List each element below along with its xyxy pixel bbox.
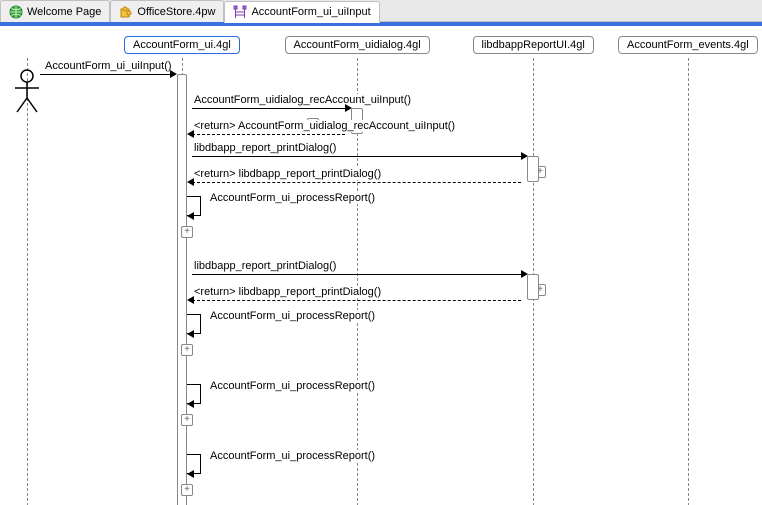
message-label: AccountForm_ui_processReport() bbox=[209, 310, 376, 322]
lifeline bbox=[27, 58, 28, 505]
expand-icon[interactable]: + bbox=[181, 414, 193, 426]
participant-box[interactable]: libdbappReportUI.4gl bbox=[473, 36, 594, 54]
message-arrow bbox=[192, 300, 521, 301]
message-arrow bbox=[192, 274, 521, 275]
activation-bar bbox=[527, 156, 539, 182]
message-label: <return> libdbapp_report_printDialog() bbox=[193, 286, 382, 298]
expand-icon[interactable]: + bbox=[181, 226, 193, 238]
globe-icon bbox=[9, 5, 23, 19]
participant-box[interactable]: AccountForm_events.4gl bbox=[618, 36, 758, 54]
participant-box[interactable]: AccountForm_ui.4gl bbox=[124, 36, 240, 54]
tab-label: Welcome Page bbox=[27, 6, 101, 18]
tabs-bar: Welcome Page OfficeStore.4pw AccountForm… bbox=[0, 0, 762, 22]
tab-officestore[interactable]: OfficeStore.4pw bbox=[110, 0, 224, 22]
arrowhead-icon bbox=[170, 70, 177, 78]
arrowhead-icon bbox=[187, 470, 194, 478]
actor-icon bbox=[12, 68, 42, 114]
activation-bar bbox=[527, 274, 539, 300]
participant-box[interactable]: AccountForm_uidialog.4gl bbox=[285, 36, 430, 54]
puzzle-icon bbox=[119, 5, 133, 19]
arrowhead-icon bbox=[187, 130, 194, 138]
message-label: AccountForm_ui_uiInput() bbox=[44, 60, 173, 72]
message-arrow bbox=[192, 182, 521, 183]
tab-label: OfficeStore.4pw bbox=[137, 6, 215, 18]
arrowhead-icon bbox=[187, 212, 194, 220]
message-arrow bbox=[192, 108, 345, 109]
message-label: libdbapp_report_printDialog() bbox=[193, 142, 337, 154]
message-arrow bbox=[192, 134, 345, 135]
tab-label: AccountForm_ui_uiInput bbox=[251, 6, 370, 18]
message-label: <return> AccountForm_uidialog_recAccount… bbox=[193, 120, 456, 132]
message-label: AccountForm_ui_processReport() bbox=[209, 380, 376, 392]
arrowhead-icon bbox=[187, 400, 194, 408]
expand-icon[interactable]: + bbox=[181, 484, 193, 496]
message-label: AccountForm_uidialog_recAccount_uiInput(… bbox=[193, 94, 412, 106]
activation-bar bbox=[177, 74, 187, 505]
message-arrow bbox=[40, 74, 172, 75]
sequence-diagram-canvas[interactable]: AccountForm_ui.4gl AccountForm_uidialog.4… bbox=[0, 26, 762, 505]
arrowhead-icon bbox=[187, 296, 194, 304]
arrowhead-icon bbox=[187, 178, 194, 186]
tab-welcome[interactable]: Welcome Page bbox=[0, 0, 110, 22]
tab-accountform[interactable]: AccountForm_ui_uiInput bbox=[224, 1, 379, 23]
sequence-icon bbox=[233, 5, 247, 19]
message-label: AccountForm_ui_processReport() bbox=[209, 450, 376, 462]
expand-icon[interactable]: + bbox=[181, 344, 193, 356]
message-label: <return> libdbapp_report_printDialog() bbox=[193, 168, 382, 180]
message-label: libdbapp_report_printDialog() bbox=[193, 260, 337, 272]
message-label: AccountForm_ui_processReport() bbox=[209, 192, 376, 204]
lifeline bbox=[688, 58, 689, 505]
message-arrow bbox=[192, 156, 521, 157]
arrowhead-icon bbox=[187, 330, 194, 338]
